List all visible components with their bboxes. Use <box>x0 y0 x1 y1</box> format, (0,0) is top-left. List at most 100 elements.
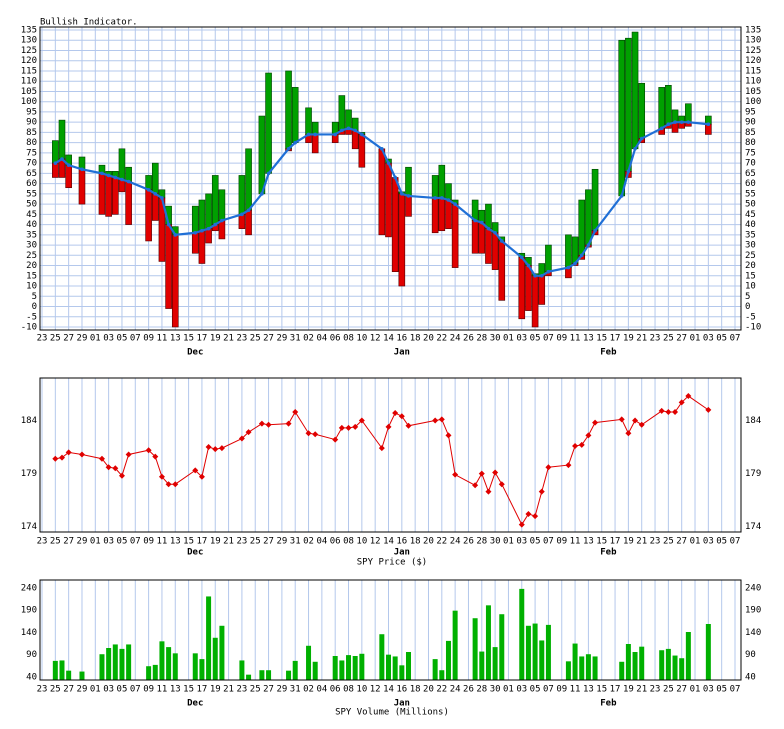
x-tick-label: 27 <box>263 537 274 547</box>
price-point <box>305 430 312 437</box>
price-point <box>492 469 499 476</box>
x-tick-label: 03 <box>703 685 714 695</box>
bar-up <box>585 189 592 246</box>
price-point <box>205 444 212 451</box>
volume-bar <box>306 645 312 680</box>
average-point <box>66 163 71 167</box>
volume-bar <box>539 640 545 680</box>
price-point <box>112 465 119 472</box>
x-tick-label: 25 <box>663 685 674 695</box>
average-point <box>340 128 344 133</box>
x-tick-label: 13 <box>170 334 181 344</box>
volume-bar <box>106 648 112 680</box>
price-point <box>498 481 505 488</box>
x-tick-label: 01 <box>690 334 701 344</box>
y-tick-label: 60 <box>26 179 37 189</box>
average-point <box>260 192 264 196</box>
x-tick-label: 17 <box>610 334 621 344</box>
average-point <box>206 226 211 231</box>
average-point <box>499 239 504 243</box>
price-point <box>585 432 592 439</box>
x-tick-label: 19 <box>623 334 634 344</box>
average-point <box>593 228 597 233</box>
x-tick-label: 17 <box>610 537 621 547</box>
bar-down <box>218 220 226 240</box>
bar-up <box>52 140 59 164</box>
average-point <box>673 120 677 124</box>
bar-up <box>625 37 632 172</box>
x-tick-label: 05 <box>117 537 128 547</box>
y-tick-label: 10 <box>26 282 37 292</box>
x-tick-label: 21 <box>636 334 647 344</box>
x-tick-label: 07 <box>543 685 554 695</box>
bar-down <box>78 168 86 205</box>
y-tick-label: 184 <box>745 416 761 426</box>
bar-down <box>165 224 172 309</box>
bar-down <box>498 240 506 301</box>
average-point <box>200 228 204 233</box>
bar-down <box>98 173 106 215</box>
month-label: Feb <box>600 348 617 358</box>
volume-bar <box>679 658 685 680</box>
y-tick-label: 55 <box>26 189 37 199</box>
price-point <box>192 467 199 474</box>
price-point <box>545 464 552 471</box>
x-tick-label: 10 <box>356 537 367 547</box>
bar-up <box>245 148 252 211</box>
x-tick-label: 27 <box>63 334 74 344</box>
bar-down <box>171 234 179 328</box>
price-point <box>338 424 345 431</box>
volume-bar <box>239 660 245 680</box>
price-point <box>452 471 459 478</box>
bar-down <box>491 232 499 270</box>
average-point <box>573 261 577 266</box>
volume-bar <box>172 653 178 680</box>
bar-down <box>238 214 246 229</box>
bar-up <box>198 199 206 232</box>
bar-up <box>291 87 299 143</box>
x-tick-label: 07 <box>130 685 141 695</box>
y-tick-label: 85 <box>26 128 37 138</box>
average-point <box>193 230 198 235</box>
volume-bar <box>386 654 391 680</box>
x-tick-label: 15 <box>183 334 194 344</box>
x-tick-label: 07 <box>130 537 141 547</box>
x-tick-label: 20 <box>423 537 434 547</box>
price-point <box>285 420 292 427</box>
price-point <box>565 462 572 469</box>
y-tick-label: 25 <box>745 251 756 261</box>
x-tick-label: 24 <box>450 537 461 547</box>
volume-bar <box>286 670 292 680</box>
bar-down <box>431 197 439 234</box>
volume-bar <box>346 655 352 680</box>
y-tick-label: 110 <box>745 77 761 87</box>
bar-down <box>478 222 486 254</box>
x-tick-label: 03 <box>103 685 114 695</box>
price-point <box>238 435 245 442</box>
bar-up <box>485 203 492 229</box>
x-tick-label: 12 <box>370 334 381 344</box>
average-point <box>160 196 164 200</box>
month-label: Dec <box>187 699 203 709</box>
price-point <box>672 408 679 415</box>
average-point <box>106 173 111 178</box>
y-tick-label: 70 <box>745 159 756 169</box>
x-tick-label: 01 <box>503 334 514 344</box>
x-tick-label: 05 <box>716 537 727 547</box>
x-tick-label: 03 <box>516 537 527 547</box>
y-tick-label: 30 <box>26 241 37 251</box>
bar-down <box>378 148 386 236</box>
y-tick-label: 40 <box>745 672 756 682</box>
volume-bar <box>592 656 598 680</box>
average-point <box>566 265 571 270</box>
y-tick-label: 30 <box>745 241 756 251</box>
bar-up <box>118 148 126 180</box>
price-point <box>118 472 125 479</box>
average-point <box>526 263 531 268</box>
average-point <box>120 177 124 182</box>
price-point <box>65 449 72 456</box>
x-tick-label: 29 <box>77 685 88 695</box>
x-tick-label: 21 <box>636 685 647 695</box>
x-tick-label: 03 <box>516 334 527 344</box>
y-tick-label: 125 <box>21 46 37 56</box>
